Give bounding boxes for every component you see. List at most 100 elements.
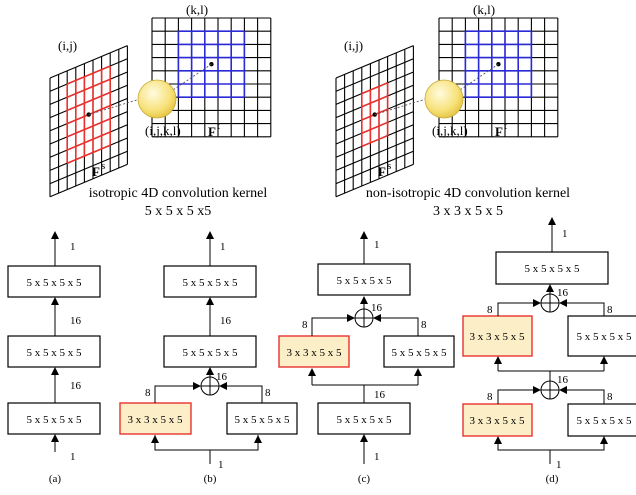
channel-label: 8 — [145, 387, 151, 399]
connector-line — [169, 63, 212, 93]
kernel-sphere — [137, 79, 177, 119]
conv-box — [7, 335, 101, 368]
grid-line — [49, 163, 128, 198]
channel-label: 1 — [70, 241, 76, 253]
conv-box-label: 5 x 5 x 5 x 5 — [525, 263, 581, 275]
source-grid — [49, 45, 128, 198]
channel-label: 8 — [607, 391, 613, 403]
channel-label: 16 — [557, 287, 569, 299]
conv-box — [7, 402, 101, 435]
grid-line — [66, 65, 111, 85]
conv-box-label: 5 x 5 x 5 x 5 — [183, 347, 239, 359]
channel-label: 1 — [374, 451, 380, 463]
label-ft-sup: t — [217, 120, 220, 132]
connector-line — [374, 98, 427, 116]
channel-label: 8 — [487, 391, 493, 403]
conv-box-label: 5 x 5 x 5 x 5 — [27, 414, 83, 426]
conv-box — [495, 251, 609, 285]
conv-box-label: 5 x 5 x 5 x 5 — [392, 347, 448, 359]
label-fs: F — [92, 164, 100, 179]
channel-label: 16 — [557, 374, 569, 386]
grid-line — [335, 58, 414, 92]
conv-box — [567, 315, 636, 357]
label-ft: F — [495, 124, 503, 139]
channel-label: 1 — [218, 459, 224, 471]
target-grid — [374, 17, 559, 138]
caption-line1: non-isotropic 4D convolution kernel — [366, 186, 570, 201]
channel-label: 16 — [374, 389, 386, 401]
conv-box — [7, 265, 101, 298]
channel-label: 1 — [556, 459, 562, 471]
conv-box-label: 3 x 3 x 5 x 5 — [287, 347, 343, 359]
channel-label: 16 — [70, 315, 82, 327]
connector-line — [456, 63, 499, 93]
channel-label: 8 — [487, 304, 493, 316]
label-ij: (i,j) — [58, 38, 77, 53]
center-point — [86, 112, 91, 117]
grid-line — [361, 134, 388, 148]
channel-label: 8 — [265, 387, 271, 399]
conv-box-label: 5 x 5 x 5 x 5 — [183, 277, 239, 289]
conv-box-label: 5 x 5 x 5 x 5 — [27, 347, 83, 359]
connector-line — [88, 98, 141, 116]
non-isotropic-illustration: (i,j) (k,l) (i,j,k,l) F s F t non-isotro… — [335, 2, 570, 219]
grid-line — [66, 144, 111, 164]
channel-label: 1 — [562, 228, 568, 240]
grid-line — [335, 163, 414, 198]
diagram-c: 1 5 x 5 x 5 x 5 16 3 x 3 x 5 x 5 5 x 5 x… — [278, 231, 455, 485]
grid-line — [335, 150, 414, 185]
grid-line — [361, 82, 388, 95]
conv-box-label: 3 x 3 x 5 x 5 — [470, 331, 526, 343]
diagram-b: 1 3 x 3 x 5 x 5 5 x 5 x 5 x 5 8 8 16 5 x… — [119, 231, 298, 485]
source-grid — [335, 45, 414, 198]
center-point — [372, 112, 377, 117]
grid-line — [49, 150, 128, 185]
conv-box-label: 5 x 5 x 5 x 5 — [337, 414, 393, 426]
label-ijkl: (i,j,k,l) — [145, 123, 181, 138]
label-ft-sup: t — [504, 120, 507, 132]
diagram-d: 1 3 x 3 x 5 x 5 5 x 5 x 5 x 5 8 8 16 3 x… — [462, 217, 636, 485]
conv-box-label: 5 x 5 x 5 x 5 — [235, 414, 291, 426]
label-ij: (i,j) — [344, 38, 363, 53]
channel-label: 1 — [220, 241, 226, 253]
label-ft: F — [208, 124, 216, 139]
grid-line — [335, 137, 414, 171]
subfigure-label: (a) — [49, 473, 62, 485]
label-fs-sup: s — [387, 160, 391, 172]
conv-box — [383, 335, 455, 368]
subfigure-label: (c) — [358, 473, 371, 485]
grid-line — [361, 95, 388, 108]
grid-line — [66, 131, 111, 151]
subfigure-label: (d) — [546, 473, 559, 485]
conv-box — [317, 402, 411, 435]
channel-label: 1 — [70, 451, 76, 463]
channel-label: 16 — [216, 371, 228, 383]
conv-box — [226, 402, 298, 435]
conv-box-label: 3 x 3 x 5 x 5 — [470, 415, 526, 427]
grid-line — [66, 91, 111, 112]
conv-box-label: 5 x 5 x 5 x 5 — [577, 415, 633, 427]
label-ijkl: (i,j,k,l) — [432, 123, 468, 138]
grid-line — [361, 121, 388, 134]
grid-line — [49, 45, 128, 79]
conv-box-label: 3 x 3 x 5 x 5 — [128, 414, 184, 426]
grid-line — [335, 45, 414, 79]
target-grid — [88, 17, 272, 138]
channel-label: 8 — [302, 319, 308, 331]
label-fs: F — [378, 164, 386, 179]
conv-box-label: 5 x 5 x 5 x 5 — [27, 277, 83, 289]
channel-label: 8 — [421, 319, 427, 331]
label-kl: (k,l) — [186, 2, 208, 17]
subfigure-label: (b) — [204, 473, 217, 485]
label-kl: (k,l) — [473, 2, 495, 17]
highlight-conv-box — [462, 403, 533, 437]
highlight-conv-box — [278, 335, 350, 368]
caption-line1: isotropic 4D convolution kernel — [89, 186, 268, 201]
channel-label: 16 — [220, 315, 232, 327]
diagram-a: 1 5 x 5 x 5 x 5 16 5 x 5 x 5 x 5 16 5 x … — [7, 231, 101, 485]
caption-line2: 5 x 5 x 5 x5 — [145, 204, 212, 219]
channel-label: 1 — [374, 239, 380, 251]
conv-box — [163, 265, 257, 298]
conv-box-label: 5 x 5 x 5 x 5 — [337, 275, 393, 287]
